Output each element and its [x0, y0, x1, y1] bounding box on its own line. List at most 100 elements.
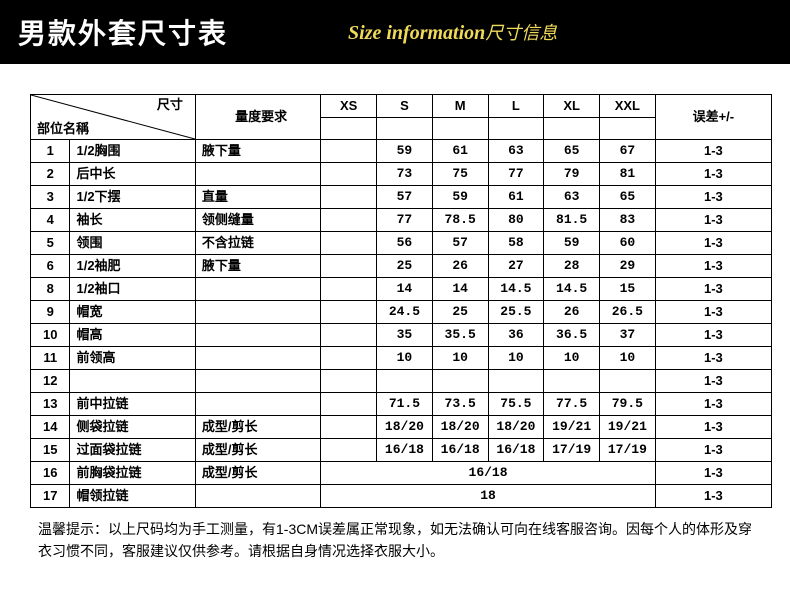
row-number: 1	[31, 140, 70, 163]
header-sub-en: Size information	[348, 22, 485, 44]
table-row: 81/2袖口141414.514.5151-3	[31, 278, 772, 301]
value-cell: 17/19	[544, 439, 600, 462]
value-cell: 10	[377, 347, 433, 370]
corner-bottom-label: 部位名稱	[37, 121, 89, 137]
measure-requirement	[195, 324, 320, 347]
table-row: 4袖长领侧缝量7778.58081.5831-3	[31, 209, 772, 232]
footer-note: 温馨提示：以上尺码均为手工测量，有1-3CM误差属正常现象，如无法确认可向在线客…	[38, 518, 762, 562]
measure-requirement: 腋下量	[195, 140, 320, 163]
value-cell	[321, 439, 377, 462]
tolerance-cell: 1-3	[655, 301, 771, 324]
value-cell: 29	[600, 255, 656, 278]
value-cell: 26	[544, 301, 600, 324]
corner-cell: 尺寸 部位名稱	[31, 95, 196, 140]
table-head: 尺寸 部位名稱 量度要求 XS S M L XL XXL 误差+/-	[31, 95, 772, 140]
value-cell: 18/20	[432, 416, 488, 439]
value-cell: 10	[488, 347, 544, 370]
value-cell: 59	[377, 140, 433, 163]
part-name: 1/2袖口	[70, 278, 195, 301]
table-row: 2后中长73757779811-3	[31, 163, 772, 186]
part-name: 侧袋拉链	[70, 416, 195, 439]
row-number: 16	[31, 462, 70, 485]
row-number: 2	[31, 163, 70, 186]
value-cell: 18/20	[377, 416, 433, 439]
tolerance-cell: 1-3	[655, 163, 771, 186]
value-cell: 80	[488, 209, 544, 232]
part-name: 1/2袖肥	[70, 255, 195, 278]
value-cell: 83	[600, 209, 656, 232]
part-name: 1/2胸围	[70, 140, 195, 163]
part-name: 1/2下摆	[70, 186, 195, 209]
row-number: 8	[31, 278, 70, 301]
size-sub-s	[377, 118, 433, 140]
tolerance-cell: 1-3	[655, 278, 771, 301]
value-cell	[321, 370, 377, 393]
row-number: 10	[31, 324, 70, 347]
table-row: 16前胸袋拉链成型/剪长16/181-3	[31, 462, 772, 485]
value-cell	[488, 370, 544, 393]
header-title: 男款外套尺寸表	[18, 12, 228, 52]
value-cell: 59	[432, 186, 488, 209]
value-cell: 36.5	[544, 324, 600, 347]
measure-requirement	[195, 370, 320, 393]
value-cell: 35.5	[432, 324, 488, 347]
value-cell: 77	[377, 209, 433, 232]
value-cell: 57	[377, 186, 433, 209]
header-subtitle: Size information尺寸信息	[348, 19, 557, 45]
part-name: 领围	[70, 232, 195, 255]
value-cell	[321, 209, 377, 232]
value-cell: 28	[544, 255, 600, 278]
part-name: 袖长	[70, 209, 195, 232]
value-cell	[321, 278, 377, 301]
tolerance-cell: 1-3	[655, 186, 771, 209]
value-cell: 63	[488, 140, 544, 163]
measure-requirement	[195, 347, 320, 370]
tolerance-cell: 1-3	[655, 324, 771, 347]
measure-requirement: 直量	[195, 186, 320, 209]
measure-requirement	[195, 393, 320, 416]
value-cell	[321, 186, 377, 209]
value-cell	[321, 163, 377, 186]
value-cell: 60	[600, 232, 656, 255]
table-row: 61/2袖肥腋下量25262728291-3	[31, 255, 772, 278]
value-cell: 10	[544, 347, 600, 370]
size-header-m: M	[432, 95, 488, 118]
tolerance-cell: 1-3	[655, 209, 771, 232]
tolerance-cell: 1-3	[655, 140, 771, 163]
size-sub-xxl	[600, 118, 656, 140]
value-cell: 17/19	[600, 439, 656, 462]
header-bar: 男款外套尺寸表 Size information尺寸信息	[0, 0, 790, 64]
value-cell: 79.5	[600, 393, 656, 416]
value-cell: 37	[600, 324, 656, 347]
value-cell: 61	[432, 140, 488, 163]
value-cell: 25	[377, 255, 433, 278]
row-number: 4	[31, 209, 70, 232]
value-cell: 57	[432, 232, 488, 255]
tolerance-cell: 1-3	[655, 347, 771, 370]
value-cell: 24.5	[377, 301, 433, 324]
value-cell: 71.5	[377, 393, 433, 416]
table-row: 17帽领拉链181-3	[31, 485, 772, 508]
row-number: 15	[31, 439, 70, 462]
req-header: 量度要求	[195, 95, 320, 140]
row-number: 9	[31, 301, 70, 324]
table-row: 5领围不含拉链56575859601-3	[31, 232, 772, 255]
value-cell: 15	[600, 278, 656, 301]
value-cell: 25	[432, 301, 488, 324]
value-cell: 81.5	[544, 209, 600, 232]
value-cell: 16/18	[377, 439, 433, 462]
value-cell: 10	[432, 347, 488, 370]
table-row: 9帽宽24.52525.52626.51-3	[31, 301, 772, 324]
part-name: 帽领拉链	[70, 485, 195, 508]
measure-requirement	[195, 278, 320, 301]
measure-requirement: 成型/剪长	[195, 462, 320, 485]
table-row: 121-3	[31, 370, 772, 393]
part-name: 帽宽	[70, 301, 195, 324]
size-header-l: L	[488, 95, 544, 118]
measure-requirement	[195, 163, 320, 186]
tol-header: 误差+/-	[655, 95, 771, 140]
value-cell: 77.5	[544, 393, 600, 416]
part-name: 前胸袋拉链	[70, 462, 195, 485]
part-name: 过面袋拉链	[70, 439, 195, 462]
value-cell: 26	[432, 255, 488, 278]
